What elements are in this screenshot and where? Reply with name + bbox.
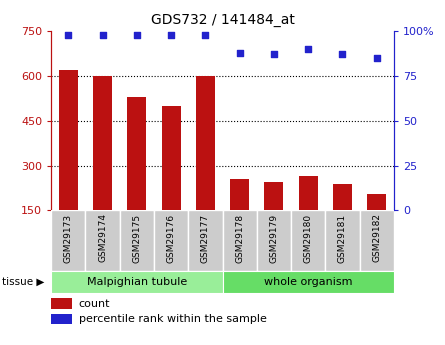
FancyBboxPatch shape xyxy=(325,210,360,271)
FancyBboxPatch shape xyxy=(222,210,257,271)
Bar xyxy=(93,76,112,210)
Bar xyxy=(333,184,352,210)
FancyBboxPatch shape xyxy=(120,210,154,271)
Text: Malpighian tubule: Malpighian tubule xyxy=(87,277,187,287)
Point xyxy=(305,46,312,52)
FancyBboxPatch shape xyxy=(291,210,325,271)
Bar xyxy=(264,182,283,210)
FancyBboxPatch shape xyxy=(222,271,394,293)
Point xyxy=(168,32,175,37)
Text: GSM29173: GSM29173 xyxy=(64,214,73,263)
FancyBboxPatch shape xyxy=(51,210,85,271)
Bar xyxy=(51,314,72,324)
Text: GSM29179: GSM29179 xyxy=(269,214,279,263)
Bar xyxy=(127,97,146,210)
FancyBboxPatch shape xyxy=(154,210,188,271)
Text: tissue ▶: tissue ▶ xyxy=(2,277,44,287)
Point xyxy=(236,50,243,55)
Bar xyxy=(230,179,249,210)
Point xyxy=(134,32,141,37)
Point xyxy=(339,52,346,57)
Text: GSM29182: GSM29182 xyxy=(372,214,381,263)
Bar xyxy=(51,298,72,309)
Point xyxy=(202,32,209,37)
Point xyxy=(99,32,106,37)
Point xyxy=(65,32,72,37)
Point xyxy=(271,52,278,57)
Title: GDS732 / 141484_at: GDS732 / 141484_at xyxy=(150,13,295,27)
FancyBboxPatch shape xyxy=(257,210,291,271)
Bar xyxy=(162,106,181,210)
FancyBboxPatch shape xyxy=(85,210,120,271)
Bar xyxy=(196,76,215,210)
FancyBboxPatch shape xyxy=(51,271,223,293)
Text: percentile rank within the sample: percentile rank within the sample xyxy=(79,314,267,324)
Bar xyxy=(367,194,386,210)
Point xyxy=(373,55,380,61)
Text: GSM29175: GSM29175 xyxy=(132,214,142,263)
FancyBboxPatch shape xyxy=(188,210,222,271)
Text: whole organism: whole organism xyxy=(264,277,352,287)
Text: count: count xyxy=(79,299,110,309)
Text: GSM29176: GSM29176 xyxy=(166,214,176,263)
FancyBboxPatch shape xyxy=(360,210,394,271)
Text: GSM29177: GSM29177 xyxy=(201,214,210,263)
Text: GSM29174: GSM29174 xyxy=(98,214,107,263)
Bar xyxy=(299,176,318,210)
Text: GSM29180: GSM29180 xyxy=(303,214,313,263)
Text: GSM29178: GSM29178 xyxy=(235,214,244,263)
Bar xyxy=(59,70,78,210)
Text: GSM29181: GSM29181 xyxy=(338,214,347,263)
